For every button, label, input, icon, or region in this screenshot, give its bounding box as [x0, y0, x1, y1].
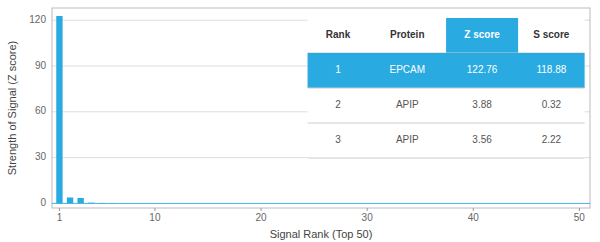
- bar: [459, 203, 465, 204]
- bar: [268, 203, 274, 204]
- bar: [343, 203, 349, 204]
- bar: [88, 202, 94, 204]
- table-cell: 3: [335, 134, 341, 145]
- y-tick-label: 120: [29, 14, 46, 25]
- y-tick-label: 60: [35, 105, 47, 116]
- bar: [226, 203, 232, 204]
- table-cell: 0.32: [542, 99, 562, 110]
- bar: [513, 203, 519, 204]
- bar: [449, 203, 455, 204]
- bar: [162, 203, 168, 204]
- bar: [491, 203, 497, 204]
- chart: 0 30 60 90 120 1 10 20 30 40 50 Signal Rank (Top 50…: [0, 0, 600, 242]
- bar: [237, 203, 243, 204]
- bar: [385, 203, 391, 204]
- table-row-highlight: [308, 53, 585, 88]
- bar: [481, 203, 487, 204]
- bar: [300, 203, 306, 204]
- bar: [544, 203, 550, 204]
- plot-frame: [52, 8, 590, 208]
- bar: [353, 203, 359, 204]
- table-rule: [308, 123, 585, 124]
- bar: [576, 203, 582, 204]
- bar: [152, 203, 158, 204]
- bar: [184, 203, 190, 204]
- x-axis-label: Signal Rank (Top 50): [270, 228, 373, 240]
- bar: [141, 203, 147, 204]
- table: Rank Protein Z score S score 1 EPCAM 122.76 118…: [308, 18, 585, 158]
- bar: [131, 203, 137, 204]
- table-cell: 3.88: [472, 99, 492, 110]
- grid-line: [52, 203, 590, 204]
- bar: [56, 16, 62, 203]
- bar: [523, 203, 529, 204]
- bar: [109, 203, 115, 204]
- bar: [566, 203, 572, 204]
- bar: [555, 203, 561, 204]
- bars: [52, 16, 590, 203]
- table-cell: 122.76: [467, 64, 498, 75]
- x-tick: [261, 208, 262, 211]
- bar: [311, 203, 317, 204]
- bar: [290, 203, 296, 204]
- bar: [406, 203, 412, 204]
- y-axis-label: Strength of Signal (Z score): [6, 41, 18, 176]
- table-cell: 118.88: [536, 64, 566, 75]
- bar: [534, 203, 540, 204]
- table-rule: [308, 158, 585, 159]
- table-rule: [308, 88, 585, 89]
- table-header: Rank: [326, 29, 351, 40]
- table-cell: 1: [335, 64, 341, 75]
- bar: [205, 203, 211, 204]
- bar: [279, 203, 285, 204]
- bar: [77, 198, 83, 203]
- bar: [67, 197, 73, 203]
- table-header: Protein: [390, 29, 424, 40]
- x-tick-label: 1: [57, 212, 63, 223]
- table-header: S score: [533, 29, 570, 40]
- bar: [428, 203, 434, 204]
- x-tick: [59, 208, 60, 211]
- x-tick-label: 50: [574, 212, 586, 223]
- bar: [120, 203, 126, 204]
- x-tick: [154, 208, 155, 211]
- bar: [194, 203, 200, 204]
- x-tick-label: 20: [255, 212, 267, 223]
- bar: [215, 203, 221, 204]
- x-tick-label: 40: [468, 212, 480, 223]
- x-axis: 1 10 20 30 40 50: [57, 208, 586, 223]
- table-header-highlight: [446, 18, 518, 53]
- y-tick-label: 30: [35, 151, 47, 162]
- table-header: Z score: [464, 29, 500, 40]
- baseline: [52, 203, 590, 204]
- bar: [502, 203, 508, 204]
- y-tick-label: 0: [40, 197, 46, 208]
- x-tick: [579, 208, 580, 211]
- table-cell: APIP: [396, 134, 419, 145]
- table-cell: 2.22: [542, 134, 562, 145]
- y-axis: 0 30 60 90 120: [29, 14, 46, 208]
- x-tick: [367, 208, 368, 211]
- table-cell: 3.56: [472, 134, 492, 145]
- bar: [258, 203, 264, 204]
- y-tick-label: 90: [35, 60, 47, 71]
- x-tick-label: 30: [362, 212, 374, 223]
- bar: [396, 203, 402, 204]
- bar: [247, 203, 253, 204]
- bar: [470, 203, 476, 204]
- x-tick-label: 10: [149, 212, 161, 223]
- x-tick: [473, 208, 474, 211]
- bar: [99, 202, 105, 203]
- bar: [173, 203, 179, 204]
- bar: [417, 203, 423, 204]
- bar: [322, 203, 328, 204]
- bar: [364, 203, 370, 204]
- table-cell: EPCAM: [390, 64, 426, 75]
- bar: [332, 203, 338, 204]
- table-cell: 2: [335, 99, 341, 110]
- bar: [375, 203, 381, 204]
- table-cell: APIP: [396, 99, 419, 110]
- table-background: [308, 18, 585, 158]
- bar: [438, 203, 444, 204]
